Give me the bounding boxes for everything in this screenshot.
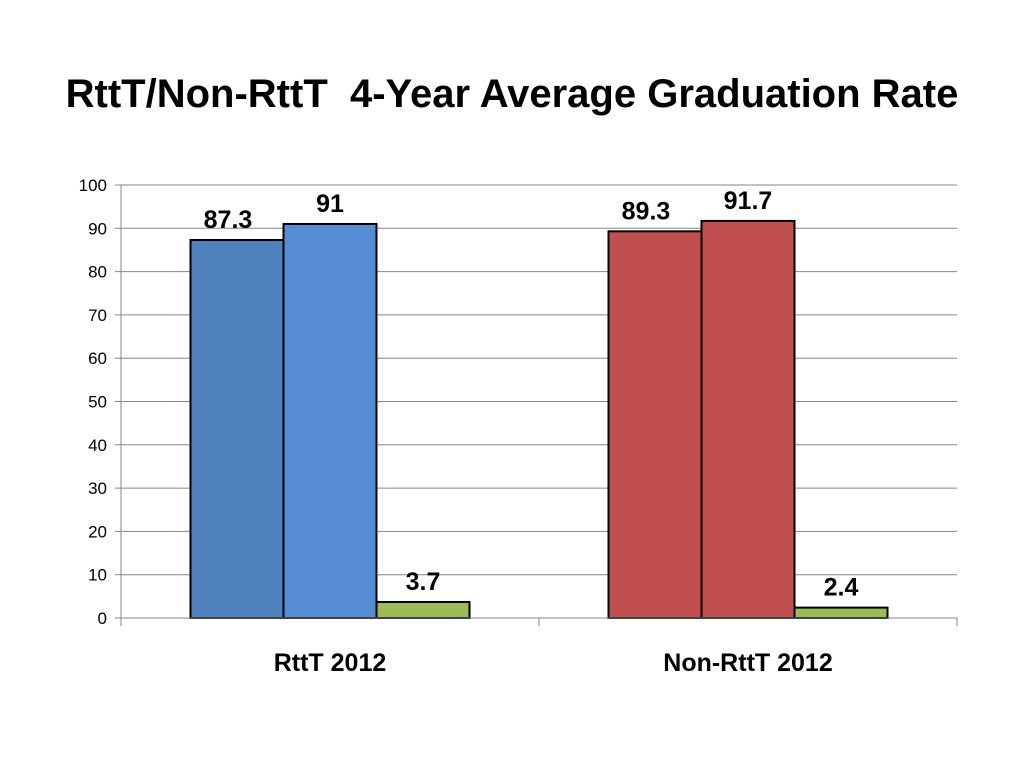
- axes: [120, 185, 958, 626]
- bar: [793, 606, 889, 619]
- y-tick-label: 30: [88, 479, 107, 498]
- bar: [607, 230, 703, 619]
- data-label: 91: [316, 190, 344, 218]
- data-label: 87.3: [204, 206, 253, 234]
- category-label: Non-RttT 2012: [663, 649, 832, 677]
- category-label: RttT 2012: [274, 649, 387, 677]
- data-label: 3.7: [406, 568, 441, 596]
- bar: [189, 238, 285, 619]
- y-tick-label: 40: [88, 436, 107, 455]
- category-labels: RttT 2012 Non-RttT 2012: [274, 649, 833, 677]
- bar: [282, 222, 378, 619]
- data-label: 2.4: [824, 574, 859, 602]
- y-tick-label: 70: [88, 306, 107, 325]
- y-tick-label: 0: [98, 609, 107, 628]
- y-tick-label: 60: [88, 349, 107, 368]
- data-label: 89.3: [622, 197, 671, 225]
- y-tick-label: 90: [88, 219, 107, 238]
- bar: [375, 600, 471, 620]
- data-labels: 87.3 91 3.7 89.3 91.7 2.4: [204, 187, 859, 602]
- bars: [189, 219, 889, 620]
- data-label: 91.7: [724, 187, 773, 215]
- y-tick-label: 80: [88, 263, 107, 282]
- y-tick-label: 50: [88, 393, 107, 412]
- y-tick-label: 100: [79, 176, 107, 195]
- bar: [700, 219, 796, 619]
- y-tick-label: 10: [88, 566, 107, 585]
- y-axis-tick-labels: 0 10 20 30 40 50 60 70 80 90 100: [79, 176, 107, 628]
- y-tick-label: 20: [88, 522, 107, 541]
- chart-title: RttT/Non-RttT 4-Year Average Graduation …: [65, 72, 959, 116]
